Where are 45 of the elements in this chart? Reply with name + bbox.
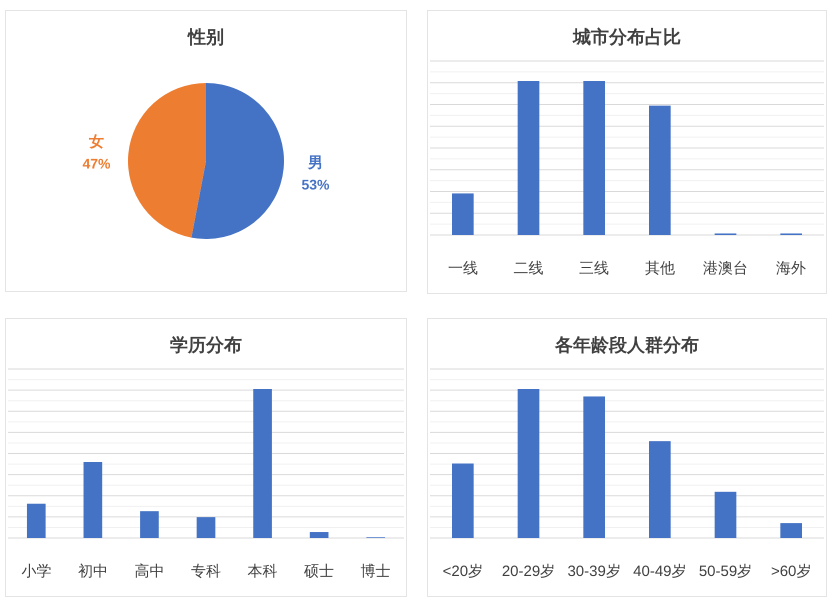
data-label: 47% <box>82 156 112 172</box>
chart-title: 城市分布占比 <box>572 27 681 47</box>
x-tick-label: 海外 <box>776 260 806 277</box>
bar <box>649 441 671 538</box>
chart-title: 性别 <box>187 27 224 47</box>
bar <box>583 396 605 538</box>
x-tick-label: 一线 <box>448 260 478 277</box>
x-tick-label: 三线 <box>579 260 610 277</box>
x-tick-label: 40-49岁 <box>633 563 687 580</box>
bar <box>253 389 272 538</box>
bar <box>310 532 328 538</box>
bar <box>714 492 736 538</box>
bar <box>780 523 802 538</box>
pie-slice <box>128 83 206 238</box>
x-tick-label: 本科 <box>248 563 278 580</box>
x-tick-label: 其他 <box>644 260 675 277</box>
x-tick-label: 高中 <box>134 563 164 580</box>
bar <box>518 81 540 235</box>
bar <box>26 504 46 538</box>
x-tick-label: 专科 <box>191 563 221 580</box>
x-tick-label: 20-29岁 <box>502 563 556 580</box>
x-tick-label: 博士 <box>360 563 391 580</box>
slice-label: 女 <box>88 134 104 151</box>
bar <box>196 517 216 538</box>
slice-label: 男 <box>307 154 324 172</box>
x-tick-label: <20岁 <box>442 563 484 580</box>
pie-slice <box>191 83 284 239</box>
x-tick-label: >60岁 <box>770 563 812 580</box>
data-label: 53% <box>301 176 330 192</box>
chart-title: 学历分布 <box>170 335 242 355</box>
x-tick-label: 二线 <box>514 260 544 277</box>
bar <box>452 464 474 538</box>
bar <box>583 81 605 235</box>
bar <box>84 462 102 538</box>
x-tick-label: 30-39岁 <box>567 563 621 580</box>
chart-title: 各年龄段人群分布 <box>554 335 699 355</box>
x-tick-label: 小学 <box>21 563 52 580</box>
bar <box>518 389 540 538</box>
bar <box>452 193 474 235</box>
x-tick-label: 50-59岁 <box>698 563 752 580</box>
x-tick-label: 初中 <box>78 563 108 580</box>
x-tick-label: 港澳台 <box>703 260 748 277</box>
x-tick-label: 硕士 <box>303 563 334 580</box>
bar <box>140 511 159 538</box>
bar <box>649 106 671 235</box>
